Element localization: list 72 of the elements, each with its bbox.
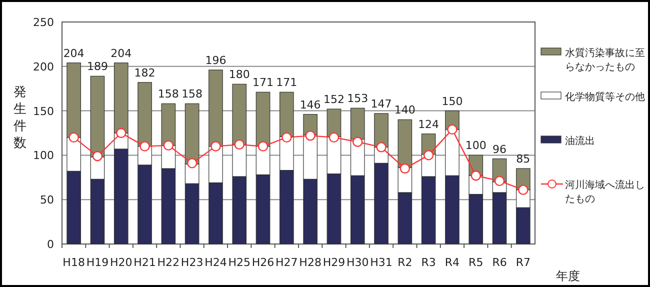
- point: [68, 132, 79, 143]
- point: [376, 142, 386, 152]
- total-label: 171: [252, 76, 274, 90]
- total-label: 140: [394, 104, 416, 117]
- legend-label: 化学物質等その他: [565, 91, 645, 103]
- x-tick-label: H29: [322, 256, 346, 269]
- total-label: 96: [492, 142, 507, 156]
- total-label: 182: [134, 66, 156, 80]
- x-tick-label: H28: [299, 256, 322, 269]
- legend-label: 水質汚染事故に至らなかったもの: [565, 47, 645, 73]
- point: [116, 128, 126, 138]
- point: [258, 141, 268, 152]
- point: [234, 139, 244, 150]
- y-tick-label: 100: [33, 149, 54, 162]
- total-label: 204: [63, 46, 84, 60]
- point: [447, 124, 458, 135]
- x-axis-title: 年度: [556, 269, 580, 283]
- x-tick-label: R7: [516, 256, 531, 269]
- x-tick-label: H24: [204, 256, 227, 269]
- total-label: 204: [110, 46, 132, 60]
- y-tick-label: 250: [33, 16, 54, 29]
- x-tick-label: H27: [276, 256, 298, 269]
- point: [494, 176, 505, 186]
- total-label: 152: [323, 93, 344, 106]
- total-label: 150: [442, 94, 463, 108]
- point: [186, 158, 198, 168]
- x-tick-label: H23: [180, 256, 204, 269]
- x-tick-label: H30: [346, 256, 369, 269]
- total-label: 153: [347, 92, 368, 106]
- point: [305, 130, 316, 141]
- point: [400, 163, 410, 174]
- x-tick-label: H26: [252, 256, 274, 269]
- y-tick-label: 50: [40, 194, 54, 207]
- x-tick-label: R4: [444, 256, 460, 269]
- point: [470, 170, 481, 181]
- legend-label: 油流出: [565, 135, 595, 147]
- x-tick-label: H21: [134, 256, 156, 269]
- point: [210, 141, 221, 152]
- y-axis-title: 発生件数: [14, 85, 26, 151]
- point: [282, 132, 292, 143]
- total-label: 147: [370, 97, 392, 110]
- point: [423, 150, 434, 160]
- x-tick-label: R2: [398, 256, 412, 269]
- x-tick-label: H22: [157, 256, 180, 269]
- x-tick-label: H31: [370, 256, 392, 269]
- x-tick-label: H18: [62, 256, 85, 269]
- point: [92, 150, 103, 162]
- point: [328, 132, 340, 143]
- total-label: 85: [516, 152, 530, 166]
- total-label: 124: [418, 118, 440, 131]
- point: [140, 141, 150, 152]
- total-label: 196: [205, 54, 226, 67]
- point: [163, 140, 174, 151]
- total-label: 100: [465, 139, 486, 152]
- total-label: 146: [300, 98, 321, 112]
- x-tick-label: R3: [421, 256, 436, 269]
- x-tick-label: R6: [492, 256, 507, 269]
- total-label: 189: [86, 60, 108, 74]
- x-tick-label: H19: [86, 256, 109, 269]
- total-label: 171: [276, 76, 298, 90]
- point: [352, 136, 363, 147]
- point: [518, 184, 528, 195]
- total-label: 180: [228, 68, 250, 82]
- legend-label: 河川海域へ流出したもの: [565, 179, 645, 205]
- y-tick-label: 150: [33, 104, 54, 118]
- total-label: 158: [158, 88, 179, 101]
- y-tick-label: 200: [33, 60, 54, 74]
- y-tick-label: 0: [47, 238, 54, 251]
- total-label: 158: [182, 88, 203, 101]
- x-tick-label: H20: [110, 256, 132, 269]
- x-tick-label: R5: [468, 256, 484, 269]
- x-tick-label: H25: [228, 256, 251, 269]
